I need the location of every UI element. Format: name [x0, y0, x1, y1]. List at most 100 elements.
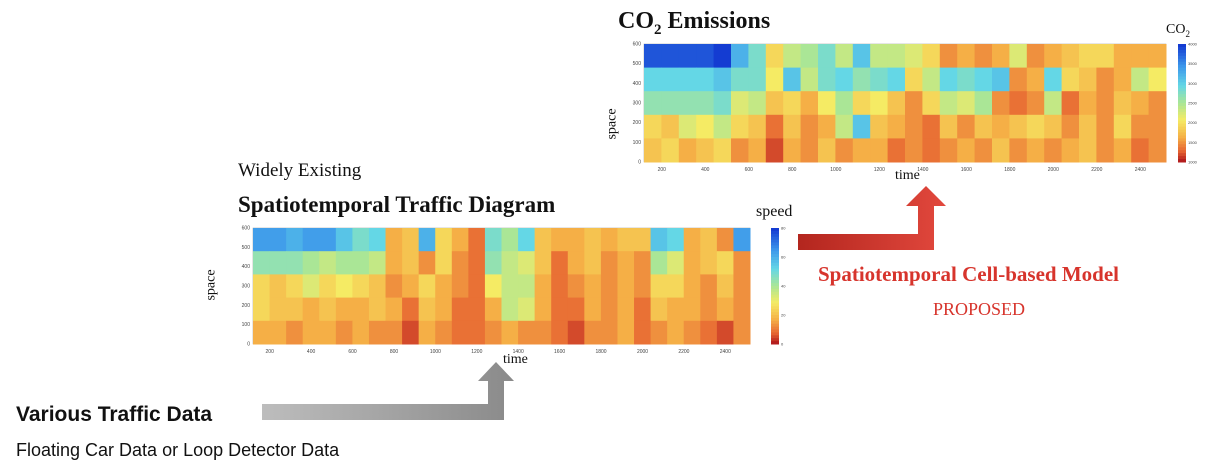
- heatmap-cell: [534, 297, 552, 322]
- heatmap-cell: [852, 114, 871, 139]
- colorbar-segment: [771, 265, 779, 270]
- colorbar-tick-label: 1000: [1188, 160, 1198, 165]
- heatmap-cell: [302, 274, 320, 299]
- x-tick-label: 2000: [1048, 167, 1059, 173]
- heatmap-cell: [1113, 91, 1132, 116]
- colorbar-segment: [1178, 120, 1186, 125]
- heatmap-cell: [957, 138, 976, 163]
- co2-colorbar-label: CO2: [1166, 22, 1190, 39]
- colorbar-segment: [1178, 70, 1186, 74]
- heatmap-cell: [870, 114, 889, 139]
- heatmap-cell: [818, 114, 836, 139]
- heatmap-cell: [696, 44, 715, 69]
- heatmap-cell: [748, 67, 767, 92]
- heatmap-cell: [567, 274, 585, 299]
- heatmap-cell: [634, 320, 652, 345]
- heatmap-cell: [700, 274, 718, 299]
- colorbar-segment: [1178, 46, 1186, 51]
- heatmap-cell: [922, 91, 941, 116]
- heatmap-cell: [600, 274, 618, 299]
- heatmap-cell: [634, 251, 652, 275]
- heatmap-cell: [269, 297, 287, 322]
- heatmap-cell: [800, 91, 819, 116]
- heatmap-cell: [661, 91, 680, 116]
- heatmap-cell: [518, 228, 536, 252]
- heatmap-cell: [716, 251, 734, 275]
- heatmap-cell: [484, 228, 502, 252]
- colorbar-segment: [771, 288, 779, 293]
- heatmap-cell: [451, 251, 469, 275]
- y-tick-label: 400: [242, 264, 251, 270]
- heatmap-cell: [335, 251, 353, 275]
- proposed-arrow: [798, 186, 946, 250]
- heatmap-cell: [418, 251, 436, 275]
- heatmap-cell: [783, 67, 802, 92]
- heatmap-cell: [319, 228, 337, 252]
- x-tick-label: 1400: [513, 349, 524, 355]
- colorbar-segment: [1178, 73, 1186, 77]
- heatmap-cell: [683, 297, 701, 322]
- y-tick-label: 200: [633, 120, 642, 126]
- heatmap-cell: [534, 251, 552, 275]
- heatmap-cell: [783, 91, 802, 116]
- heatmap-cell: [1096, 138, 1115, 163]
- heatmap-cell: [368, 274, 387, 299]
- heatmap-cell: [286, 251, 304, 275]
- heatmap-cell: [534, 228, 552, 252]
- colorbar-segment: [1178, 114, 1186, 119]
- heatmap-cell: [253, 297, 271, 322]
- heatmap-cell: [402, 297, 420, 322]
- x-tick-label: 1600: [554, 349, 565, 355]
- colorbar-segment: [1178, 55, 1186, 60]
- heatmap-cell: [1061, 91, 1080, 116]
- heatmap-cell: [765, 91, 784, 116]
- heatmap-cell: [992, 44, 1010, 69]
- heatmap-cell: [402, 274, 420, 299]
- heatmap-cell: [783, 114, 802, 139]
- heatmap-cell: [1009, 91, 1028, 116]
- heatmap-cell: [1044, 67, 1063, 92]
- heatmap-cell: [600, 320, 618, 345]
- y-tick-label: 300: [242, 284, 251, 290]
- x-tick-label: 1400: [917, 167, 928, 173]
- heatmap-cell: [700, 228, 718, 252]
- colorbar-segment: [771, 326, 779, 330]
- colorbar-segment: [1178, 44, 1186, 48]
- colorbar-segment: [771, 274, 779, 278]
- heatmap-cell: [974, 67, 993, 92]
- heatmap-cell: [418, 274, 436, 299]
- heatmap-cell: [700, 297, 718, 322]
- colorbar-segment: [771, 239, 779, 243]
- heatmap-cell: [992, 67, 1010, 92]
- colorbar-segment: [1178, 100, 1186, 104]
- colorbar-tick-label: 20: [781, 313, 786, 318]
- heatmap-cell: [567, 320, 585, 345]
- heatmap-cell: [818, 138, 836, 163]
- heatmap-cell: [584, 320, 602, 345]
- colorbar-segment: [1178, 108, 1186, 113]
- heatmap-cell: [634, 274, 652, 299]
- colorbar-segment: [1178, 156, 1186, 160]
- heatmap-cell: [584, 297, 602, 322]
- heatmap-cell: [451, 320, 469, 345]
- heatmap-cell: [887, 138, 906, 163]
- heatmap-cell: [733, 320, 751, 345]
- heatmap-cell: [534, 274, 552, 299]
- heatmap-cell: [748, 44, 767, 69]
- heatmap-cell: [1131, 91, 1150, 116]
- heatmap-cell: [650, 228, 668, 252]
- heatmap-cell: [1061, 44, 1080, 69]
- heatmap-cell: [584, 274, 602, 299]
- heatmap-cell: [451, 274, 469, 299]
- colorbar-segment: [771, 236, 779, 241]
- heatmap-cell: [600, 251, 618, 275]
- heatmap-cell: [905, 67, 923, 92]
- colorbar-segment: [771, 280, 779, 284]
- heatmap-cell: [731, 67, 749, 92]
- heatmap-cell: [385, 251, 403, 275]
- colorbar-segment: [1178, 103, 1186, 107]
- heatmap-cell: [1044, 114, 1063, 139]
- heatmap-cell: [269, 274, 287, 299]
- heatmap-cell: [584, 251, 602, 275]
- heatmap-cell: [661, 138, 680, 163]
